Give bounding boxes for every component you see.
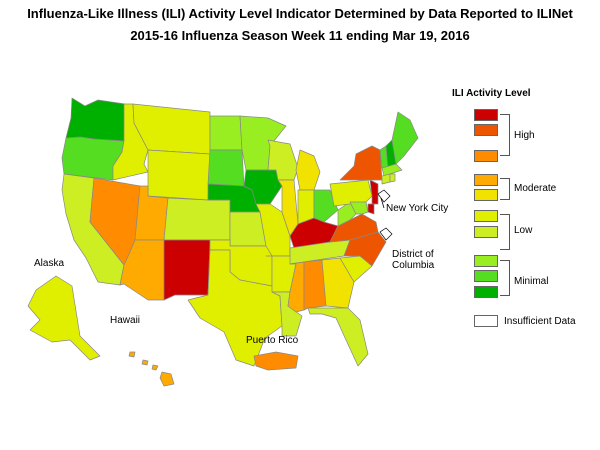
legend-bracket-minimal (500, 260, 510, 296)
state-nm[interactable] (163, 239, 211, 301)
state-wy[interactable] (147, 149, 211, 201)
state-sd[interactable] (207, 149, 245, 187)
state-al[interactable] (303, 259, 327, 311)
state-ny[interactable] (339, 145, 383, 181)
legend-swatch-level-8 (474, 150, 498, 162)
puerto-rico-label: Puerto Rico (246, 335, 299, 346)
state-ak[interactable] (27, 275, 101, 361)
hawaii-label: Hawaii (110, 315, 140, 326)
dc-marker[interactable] (379, 227, 393, 241)
state-ma[interactable] (381, 163, 403, 177)
legend-swatch-level-7 (474, 174, 498, 186)
legend-swatch-level-0 (474, 315, 498, 327)
legend-bracket-low (500, 214, 510, 250)
legend-label-insufficient: Insufficient Data (504, 316, 576, 327)
state-ct[interactable] (381, 173, 391, 185)
nyc-leader-line (380, 197, 385, 209)
legend-label-low: Low (514, 225, 533, 236)
nyc-label: New York City (386, 203, 448, 214)
dc-label-line1: District of (392, 249, 434, 260)
legend-swatch-level-6 (474, 189, 498, 201)
legend-swatch-level-10 (474, 109, 498, 121)
state-pa[interactable] (329, 179, 373, 207)
legend-swatch-level-1 (474, 286, 498, 298)
state-ga[interactable] (321, 257, 355, 309)
legend-bracket-high (500, 114, 510, 156)
map-subtitle: 2015-16 Influenza Season Week 11 ending … (130, 28, 470, 43)
legend-swatch-level-4 (474, 226, 498, 238)
legend-swatch-level-9 (474, 124, 498, 136)
legend-label-minimal: Minimal (514, 276, 549, 287)
state-me[interactable] (391, 111, 419, 165)
alaska-label: Alaska (34, 258, 64, 269)
state-tx[interactable] (187, 249, 283, 367)
state-pr[interactable] (253, 351, 299, 371)
state-md[interactable] (349, 201, 369, 215)
state-nd[interactable] (209, 115, 243, 151)
legend-label-high: High (514, 130, 535, 141)
legend-bracket-moderate (500, 178, 510, 200)
state-ri[interactable] (389, 173, 396, 183)
map-title: Influenza-Like Illness (ILI) Activity Le… (27, 6, 573, 21)
state-co[interactable] (163, 197, 231, 241)
legend-swatch-level-2 (474, 270, 498, 282)
state-hi[interactable] (128, 351, 175, 387)
state-oh[interactable] (313, 189, 339, 223)
state-wa[interactable] (65, 97, 126, 142)
nyc-marker[interactable] (377, 189, 391, 203)
legend-label-moderate: Moderate (514, 183, 557, 194)
legend-swatch-level-5 (474, 210, 498, 222)
state-de[interactable] (367, 203, 375, 215)
state-fl[interactable] (307, 307, 369, 367)
state-nj[interactable] (369, 179, 379, 205)
state-mi[interactable] (295, 149, 321, 191)
dc-label-line2: Columbia (392, 260, 435, 271)
legend-title: ILI Activity Level (452, 88, 531, 99)
legend-swatch-level-3 (474, 255, 498, 267)
